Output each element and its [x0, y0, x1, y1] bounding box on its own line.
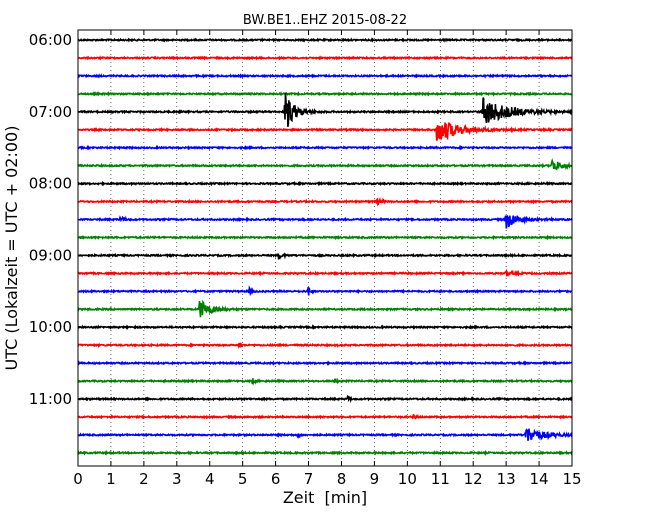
x-tick-label: 0: [73, 470, 83, 488]
x-tick-label: 4: [205, 470, 215, 488]
trace-0730: [77, 144, 573, 151]
x-tick-label: 9: [370, 470, 380, 488]
trace-0630: [77, 73, 573, 79]
x-tick-label: 5: [238, 470, 248, 488]
y-tick-label: 11:00: [29, 390, 72, 408]
x-grid: [110, 30, 540, 466]
x-tick-label: 10: [398, 470, 417, 488]
x-axis: 0 1 2 3 4 5 6 7 8 9 10 11 12 13 14 15: [73, 30, 582, 488]
y-tick-label: 10:00: [29, 318, 72, 336]
trace-0800: [77, 180, 573, 187]
plot-frame: [77, 29, 573, 467]
x-tick-label: 14: [530, 470, 549, 488]
x-tick-label: 2: [139, 470, 149, 488]
trace-0930: [77, 285, 573, 297]
trace-0645: [77, 90, 573, 97]
trace-0600: [77, 37, 573, 43]
trace-0845: [77, 234, 573, 241]
trace-0915: [77, 268, 573, 277]
trace-1130: [77, 428, 573, 441]
trace-0830: [77, 215, 573, 229]
trace-1000: [77, 324, 573, 331]
x-axis-label: Zeit [min]: [283, 488, 367, 507]
x-tick-label: 11: [431, 470, 450, 488]
y-tick-label: 06:00: [29, 31, 72, 49]
trace-1100: [77, 395, 573, 404]
x-tick-label: 1: [106, 470, 116, 488]
x-tick-label: 13: [497, 470, 516, 488]
x-tick-label: 6: [271, 470, 281, 488]
trace-1115: [77, 413, 573, 420]
x-tick-label: 15: [562, 470, 581, 488]
trace-0900: [77, 252, 573, 261]
trace-1045: [77, 377, 573, 386]
chart-title: BW.BE1..EHZ 2015-08-22: [243, 13, 407, 28]
trace-0700: [77, 92, 573, 127]
y-tick-label: 07:00: [29, 103, 72, 121]
trace-1030: [77, 360, 573, 366]
trace-0745: [77, 158, 573, 171]
y-tick-label: 08:00: [29, 175, 72, 193]
x-tick-label: 12: [464, 470, 483, 488]
trace-0945: [77, 299, 573, 318]
trace-1145: [77, 449, 573, 457]
trace-layer: [77, 37, 573, 457]
y-axis-label: UTC (Lokalzeit = UTC + 02:00): [2, 126, 21, 371]
trace-0715: [77, 121, 573, 141]
trace-1015: [77, 342, 573, 350]
x-tick-label: 3: [172, 470, 182, 488]
y-axis: 06:00 07:00 08:00 09:00 10:00 11:00: [29, 31, 572, 408]
x-tick-label: 8: [337, 470, 347, 488]
trace-0615: [77, 55, 573, 61]
y-tick-label: 09:00: [29, 246, 72, 264]
x-tick-label: 7: [304, 470, 314, 488]
trace-0815: [77, 196, 573, 207]
